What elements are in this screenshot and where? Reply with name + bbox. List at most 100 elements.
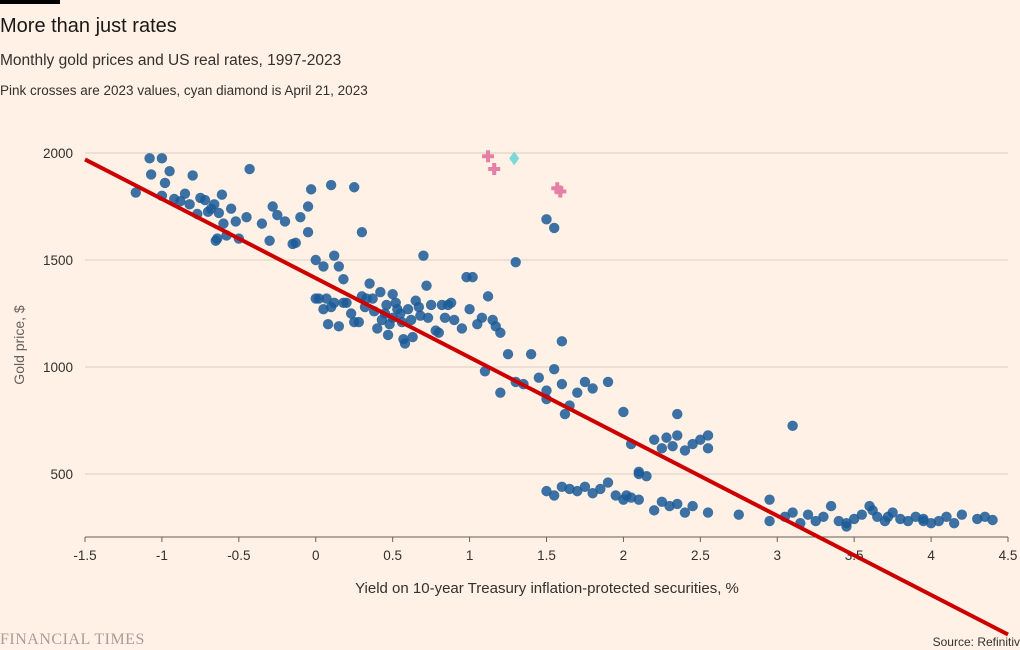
data-point — [672, 408, 683, 420]
cross-point-2023 — [488, 163, 501, 176]
data-point — [510, 256, 521, 268]
data-point — [541, 214, 552, 225]
data-point — [687, 500, 698, 512]
data-point — [495, 387, 506, 398]
x-tick-label: 1.5 — [537, 548, 556, 563]
data-point — [295, 212, 306, 223]
data-point — [525, 348, 537, 360]
data-point — [467, 271, 478, 283]
data-point — [548, 490, 560, 501]
data-point — [333, 261, 345, 272]
data-point — [648, 505, 660, 516]
data-point — [184, 199, 195, 210]
grid — [84, 152, 1009, 542]
chart-subtitle: Monthly gold prices and US real rates, 1… — [0, 52, 342, 69]
data-point — [164, 165, 175, 177]
data-point — [702, 430, 714, 441]
data-point — [887, 507, 898, 518]
data-point — [533, 372, 545, 383]
data-point — [476, 312, 488, 323]
x-tick-label: -0.5 — [227, 548, 250, 563]
data-point — [256, 218, 268, 229]
data-point — [633, 494, 644, 505]
data-point — [449, 314, 460, 326]
trendline — [84, 157, 1009, 637]
data-point — [407, 331, 418, 343]
data-point — [313, 293, 325, 304]
data-point — [199, 194, 211, 206]
publisher-logo: FINANCIAL TIMES — [0, 631, 145, 648]
data-point — [956, 509, 968, 520]
data-point — [209, 199, 220, 210]
data-point — [279, 216, 291, 227]
data-point — [541, 485, 552, 497]
data-point — [310, 254, 321, 266]
data-point — [667, 440, 678, 452]
data-point — [402, 304, 414, 315]
chart-title: More than just rates — [0, 15, 177, 37]
data-point — [422, 312, 434, 323]
data-point — [587, 383, 598, 394]
data-point — [267, 201, 278, 212]
chart-note: Pink crosses are 2023 values, cyan diamo… — [0, 83, 368, 98]
data-point — [325, 179, 337, 191]
highlight-points — [482, 150, 567, 198]
data-point — [382, 329, 394, 341]
data-point — [648, 434, 660, 445]
data-point — [338, 274, 349, 285]
data-point — [672, 498, 683, 510]
data-point — [579, 481, 591, 493]
data-point — [413, 301, 425, 313]
data-point — [556, 336, 568, 347]
data-point — [213, 207, 225, 219]
y-tick-label: 500 — [50, 467, 73, 482]
data-point — [587, 488, 598, 499]
y-tick-label: 2000 — [43, 146, 73, 161]
data-point — [679, 507, 691, 518]
data-point — [341, 297, 352, 308]
data-point — [322, 319, 334, 330]
data-point — [672, 430, 683, 441]
data-point — [602, 477, 614, 488]
diamond-point-april-21 — [509, 151, 520, 166]
source-note: Source: Refinitiv — [932, 635, 1020, 649]
data-point — [482, 291, 494, 302]
x-tick-label: 4.5 — [999, 548, 1018, 563]
data-point — [290, 237, 301, 249]
data-point — [241, 212, 252, 223]
data-point — [218, 218, 229, 229]
data-point — [156, 153, 168, 164]
data-point — [548, 222, 560, 234]
data-point — [541, 385, 552, 396]
data-point — [818, 511, 829, 522]
data-point — [329, 250, 340, 261]
data-point — [661, 432, 672, 443]
data-point — [548, 363, 560, 375]
data-point — [556, 378, 568, 390]
y-axis-label: Gold price, $ — [11, 305, 27, 385]
data-point — [179, 188, 191, 199]
data-point — [456, 323, 468, 334]
data-point — [595, 483, 606, 495]
data-point — [321, 293, 332, 304]
data-point — [272, 209, 283, 221]
data-point — [610, 490, 621, 501]
data-point — [425, 299, 437, 311]
data-point — [372, 323, 383, 334]
data-point — [656, 443, 668, 454]
data-point — [375, 286, 386, 298]
data-point — [702, 507, 714, 518]
data-point — [733, 509, 744, 520]
data-point — [872, 511, 883, 522]
data-point — [464, 304, 475, 315]
data-point — [421, 280, 432, 291]
data-point — [802, 509, 814, 520]
data-point — [856, 509, 868, 520]
data-point — [405, 314, 417, 326]
data-point — [395, 308, 406, 319]
data-point — [848, 513, 860, 525]
data-point — [353, 316, 365, 328]
data-point — [495, 327, 506, 338]
data-point — [145, 169, 157, 180]
